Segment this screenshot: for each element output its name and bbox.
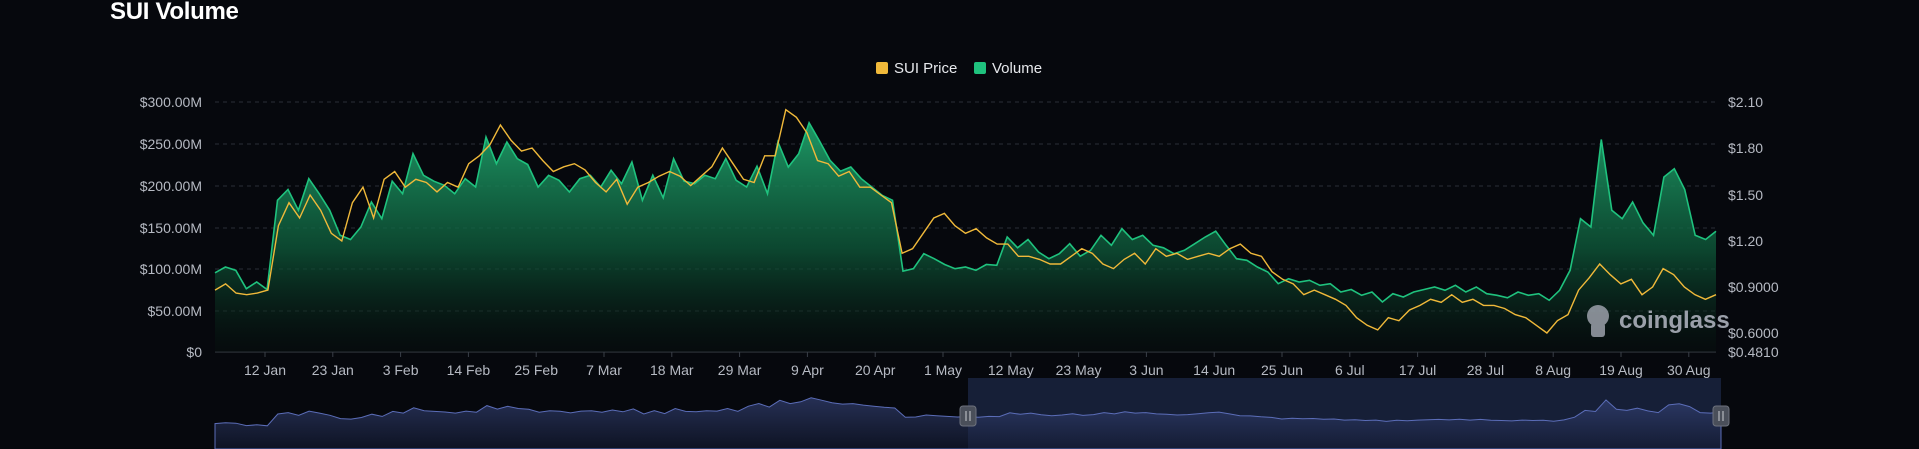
y-right-tick: $1.50 xyxy=(1728,187,1763,203)
x-tick: 9 Apr xyxy=(791,362,824,378)
y-axis-right: $2.10 $1.80 $1.50 $1.20 $0.9000 $0.6000 $0.481… xyxy=(1728,94,1779,360)
coinglass-logo-icon xyxy=(1587,305,1609,337)
x-tick: 30 Aug xyxy=(1667,362,1711,378)
y-left-tick: $100.00M xyxy=(140,261,202,277)
chart-legend[interactable]: SUI Price Volume xyxy=(876,60,1042,77)
y-right-tick: $1.20 xyxy=(1728,233,1763,249)
handle-grip xyxy=(1712,405,1730,427)
x-tick: 23 Jan xyxy=(312,362,354,378)
volume-line xyxy=(214,120,1717,304)
legend-label: Volume xyxy=(992,60,1042,77)
page-title: SUI Volume xyxy=(110,0,239,25)
price-line xyxy=(214,108,1717,334)
x-tick: 3 Feb xyxy=(383,362,419,378)
legend-swatch-0 xyxy=(876,62,888,74)
range-navigator[interactable] xyxy=(214,378,1730,449)
navigator-handle-left[interactable] xyxy=(959,405,977,427)
y-right-tick: $0.4810 xyxy=(1728,344,1779,360)
x-tick: 29 Mar xyxy=(718,362,762,378)
x-tick: 12 Jan xyxy=(244,362,286,378)
logo-head xyxy=(1587,305,1609,327)
volume-area xyxy=(215,122,1716,352)
x-tick: 17 Jul xyxy=(1399,362,1436,378)
x-tick: 25 Feb xyxy=(514,362,558,378)
y-right-tick: $2.10 xyxy=(1728,94,1763,110)
handle-grip xyxy=(959,405,977,427)
navigator-handle-right[interactable] xyxy=(1712,405,1730,427)
y-left-tick: $150.00M xyxy=(140,220,202,236)
x-tick: 25 Jun xyxy=(1261,362,1303,378)
x-tick: 8 Aug xyxy=(1535,362,1571,378)
legend-swatch-1 xyxy=(974,62,986,74)
y-left-tick: $250.00M xyxy=(140,136,202,152)
x-tick: 6 Jul xyxy=(1335,362,1365,378)
x-tick: 23 May xyxy=(1056,362,1102,378)
y-right-tick: $0.6000 xyxy=(1728,325,1779,341)
x-tick: 7 Mar xyxy=(586,362,622,378)
y-axis-left: $300.00M $250.00M $200.00M $150.00M $100.00M… xyxy=(140,94,202,360)
x-tick: 14 Jun xyxy=(1193,362,1235,378)
coinglass-watermark: coinglass xyxy=(1587,305,1730,337)
x-tick: 19 Aug xyxy=(1599,362,1643,378)
y-left-tick: $50.00M xyxy=(148,303,202,319)
legend-label: SUI Price xyxy=(894,60,957,77)
x-tick: 12 May xyxy=(988,362,1034,378)
x-tick: 3 Jun xyxy=(1129,362,1163,378)
plot-area xyxy=(214,108,1717,352)
x-tick: 20 Apr xyxy=(855,362,896,378)
x-tick: 18 Mar xyxy=(650,362,694,378)
y-left-tick: $300.00M xyxy=(140,94,202,110)
watermark-text: coinglass xyxy=(1619,307,1730,334)
y-left-tick: $0 xyxy=(186,344,202,360)
y-right-tick: $0.9000 xyxy=(1728,279,1779,295)
x-tick: 1 May xyxy=(924,362,962,378)
y-right-tick: $1.80 xyxy=(1728,140,1763,156)
x-tick: 14 Feb xyxy=(447,362,491,378)
x-tick: 28 Jul xyxy=(1467,362,1504,378)
y-left-tick: $200.00M xyxy=(140,178,202,194)
x-axis: 12 Jan 23 Jan 3 Feb 14 Feb 25 Feb 7 Mar 18 Mar… xyxy=(244,352,1711,378)
logo-body xyxy=(1591,323,1605,337)
